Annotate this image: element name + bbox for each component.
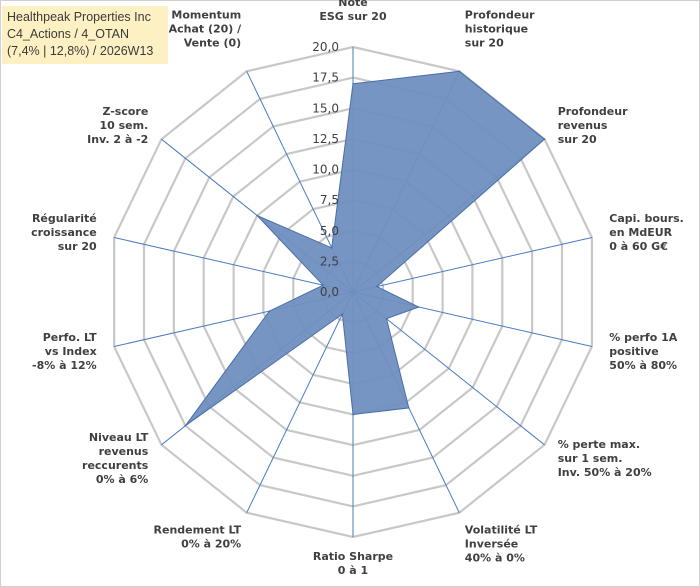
axis-label-line: Z-score bbox=[102, 105, 148, 118]
axis-label-line: 50% à 80% bbox=[609, 359, 677, 372]
axis-label-line: sur 20 bbox=[465, 37, 504, 50]
axis-label-line: sur 20 bbox=[558, 133, 597, 146]
axis-label-11: Perfo. LT vs Index -8% à 12% bbox=[32, 331, 97, 372]
axis-label-line: Inversée bbox=[465, 537, 518, 550]
axis-label-line: Volatilité LT bbox=[465, 523, 538, 536]
axis-label-line: historique bbox=[465, 23, 528, 36]
label-layer: Note ESG sur 20 Profondeur historique sur 20… bbox=[31, 0, 684, 577]
axis-label-6: % perte max. sur 1 sem. Inv. 50% à 20% bbox=[558, 438, 652, 479]
series-point-13 bbox=[256, 214, 259, 217]
axis-label-line: croissance bbox=[31, 226, 97, 239]
axis-label-2: Profondeur historique sur 20 bbox=[465, 9, 535, 50]
axis-label-8: Ratio Sharpe 0 à 1 bbox=[313, 550, 393, 577]
series-point-9 bbox=[341, 313, 344, 315]
series-point-7 bbox=[408, 407, 410, 409]
series-layer bbox=[184, 70, 546, 427]
axis-label-line: ESG sur 20 bbox=[319, 10, 387, 23]
axis-label-13: Z-score 10 sem. Inv. 2 à -2 bbox=[87, 105, 148, 146]
axis-label-line: 0% à 6% bbox=[96, 473, 148, 486]
axis-label-line: Momentum bbox=[171, 9, 241, 22]
axis-label-line: % perte max. bbox=[558, 438, 640, 451]
series-point-5 bbox=[417, 306, 420, 308]
axis-label-line: Vente (0) bbox=[184, 37, 241, 50]
series-point-14 bbox=[330, 247, 333, 249]
axis-label-line: sur 20 bbox=[58, 240, 97, 253]
axis-label-line: positive bbox=[609, 345, 658, 358]
axis-label-line: 0 à 1 bbox=[338, 564, 368, 577]
series-point-8 bbox=[352, 413, 354, 416]
category-code: C4_Actions / 4_OTAN bbox=[7, 27, 130, 41]
series-point-10 bbox=[184, 424, 187, 427]
tick-label-6: 12,5 bbox=[312, 132, 339, 146]
axis-label-5: % perfo 1A positive 50% à 80% bbox=[609, 331, 677, 372]
axis-label-4: Capi. bours. en MdEUR 0 à 60 G€ bbox=[609, 212, 684, 253]
axis-spoke-9 bbox=[246, 291, 354, 513]
series-point-1 bbox=[352, 83, 354, 85]
axis-label-line: sur 1 sem. bbox=[558, 452, 623, 465]
series-area bbox=[184, 70, 546, 427]
tick-label-1: 0,0 bbox=[320, 285, 339, 299]
axis-label-line: Niveau LT bbox=[89, 431, 149, 444]
axis-label-line: revenus bbox=[99, 445, 149, 458]
tick-label-7: 15,0 bbox=[312, 101, 339, 115]
axis-label-line: Capi. bours. bbox=[609, 212, 684, 225]
tick-layer: 0,0 2,5 5,0 7,5 10,0 12,5 15,0 17,5 20,0 bbox=[312, 40, 339, 299]
tick-label-5: 10,0 bbox=[312, 163, 339, 177]
axis-label-9: Rendement LT 0% à 20% bbox=[154, 523, 242, 550]
tick-label-3: 5,0 bbox=[320, 224, 339, 238]
axis-label-14: Momentum Achat (20) / Vente (0) bbox=[169, 9, 243, 50]
series-point-3 bbox=[543, 138, 546, 140]
axis-label-line: Note bbox=[338, 0, 367, 9]
axis-label-line: revenus bbox=[558, 119, 608, 132]
axis-label-line: Inv. 2 à -2 bbox=[87, 133, 148, 146]
axis-label-3: Profondeur revenus sur 20 bbox=[558, 105, 628, 146]
axis-label-line: reccurents bbox=[82, 459, 149, 472]
tick-label-4: 7,5 bbox=[320, 193, 339, 207]
series-point-4 bbox=[376, 285, 378, 288]
series-point-6 bbox=[385, 317, 388, 320]
tick-label-8: 17,5 bbox=[312, 71, 339, 85]
axis-label-line: Rendement LT bbox=[154, 523, 242, 536]
axis-label-line: Inv. 50% à 20% bbox=[558, 466, 652, 479]
tick-label-2: 2,5 bbox=[320, 254, 339, 268]
axis-label-line: 0% à 20% bbox=[181, 537, 241, 550]
axis-label-line: % perfo 1A bbox=[609, 331, 677, 344]
info-box: Healthpeak Properties Inc C4_Actions / 4… bbox=[2, 6, 168, 64]
axis-label-line: Achat (20) / bbox=[169, 23, 243, 36]
axis-label-line: Ratio Sharpe bbox=[313, 550, 393, 563]
axis-label-7: Volatilité LT Inversée 40% à 0% bbox=[465, 523, 538, 564]
axis-label-line: Perfo. LT bbox=[43, 331, 97, 344]
axis-label-line: 10 sem. bbox=[100, 119, 149, 132]
axis-label-line: -8% à 12% bbox=[32, 359, 97, 372]
axis-label-line: Régularité bbox=[32, 212, 97, 225]
axis-label-line: Profondeur bbox=[465, 9, 535, 22]
axis-label-1: Note ESG sur 20 bbox=[319, 0, 387, 23]
period-code: (7,4% | 12,8%) / 2026W13 bbox=[7, 44, 154, 58]
axis-label-line: 40% à 0% bbox=[465, 551, 525, 564]
series-point-12 bbox=[322, 284, 324, 287]
series-point-11 bbox=[268, 310, 271, 312]
axis-label-12: Régularité croissance sur 20 bbox=[31, 212, 97, 253]
series-point-2 bbox=[458, 70, 461, 73]
tick-label-9: 20,0 bbox=[312, 40, 339, 54]
company-name: Healthpeak Properties Inc bbox=[7, 10, 151, 24]
axis-label-line: 0 à 60 G€ bbox=[609, 240, 668, 253]
axis-spoke-12 bbox=[113, 237, 354, 293]
axis-spoke-4 bbox=[352, 237, 593, 293]
axis-label-10: Niveau LT revenus reccurents 0% à 6% bbox=[82, 431, 149, 486]
axis-label-line: vs Index bbox=[45, 345, 97, 358]
axis-label-line: Profondeur bbox=[558, 105, 628, 118]
axis-label-line: en MdEUR bbox=[609, 226, 672, 239]
